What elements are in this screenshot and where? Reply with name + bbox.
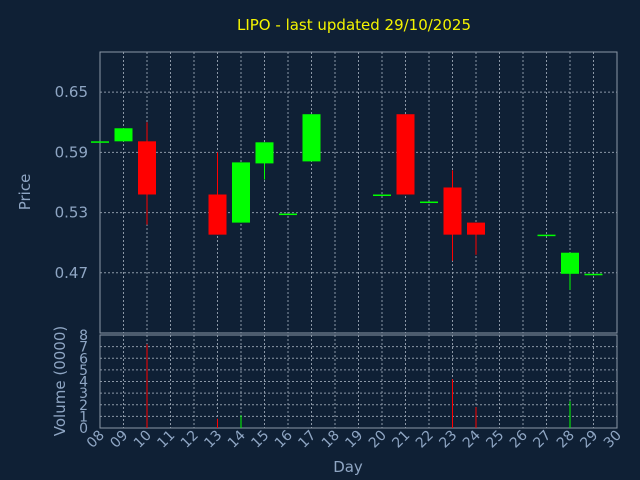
x-tick-label: 17 [295,428,319,452]
x-tick-label: 18 [319,428,343,452]
candle-body [91,141,109,143]
x-axis-label: Day [333,458,363,476]
x-tick-label: 11 [154,428,178,452]
candle-body [467,222,485,235]
candle-body [279,213,297,216]
candle-body [208,194,227,235]
x-tick-label: 21 [389,428,413,452]
x-tick-label: 29 [577,428,601,452]
candle-body [373,194,391,197]
candle-body [443,187,462,235]
x-tick-label: 12 [178,428,202,452]
price-panel: 0.47 0.53 0.59 0.65 [55,51,618,334]
volume-panel-frame [99,334,618,429]
x-axis: 08 09 10 11 12 13 14 15 16 17 18 19 20 21 22 23 24 25 26 27… [84,427,625,451]
candle-body [302,114,321,162]
x-tick-label: 27 [530,428,554,452]
price-tick-label: 0.65 [55,83,88,101]
price-tick-label: 0.47 [55,264,88,282]
candle-body [114,128,133,142]
price-panel-frame [99,51,618,334]
x-tick-label: 13 [201,428,225,452]
candle-body [537,234,556,237]
volume-tick-label: 4 [79,375,88,391]
x-tick-label: 24 [460,427,484,451]
x-tick-label: 22 [413,428,437,452]
x-tick-label: 15 [248,428,272,452]
x-tick-label: 30 [601,428,625,452]
volume-tick-label: 7 [79,340,88,356]
price-axis-label: Price [16,174,34,211]
x-tick-label: 14 [225,427,249,451]
candle-body [255,142,274,164]
x-tick-label: 26 [507,427,531,451]
volume-tick-label: 2 [79,398,88,414]
x-tick-label: 28 [554,428,578,452]
x-tick-label: 19 [342,428,366,452]
x-tick-label: 09 [107,428,131,452]
chart-title: LIPO - last updated 29/10/2025 [237,16,471,34]
candle-body [396,114,415,195]
candle-body [138,141,156,195]
price-tick-label: 0.53 [55,204,88,222]
volume-tick-label: 8 [79,328,88,344]
x-tick-label: 16 [272,427,296,451]
candle-body [584,273,603,276]
price-tick-label: 0.59 [55,143,88,161]
x-tick-label: 23 [436,428,460,452]
volume-tick-label: 5 [79,363,88,379]
volume-axis-label: Volume (0000) [51,326,69,436]
volume-tick-label: 6 [79,351,88,367]
volume-tick-label: 3 [79,386,88,402]
volume-tick-label: 1 [79,409,88,425]
candle-body [561,252,579,274]
candle-body [232,162,250,223]
x-tick-label: 25 [483,428,507,452]
x-tick-label: 10 [131,428,155,452]
x-tick-label: 20 [366,428,390,452]
volume-tick-label: 0 [79,421,88,437]
candle-body [420,201,438,204]
